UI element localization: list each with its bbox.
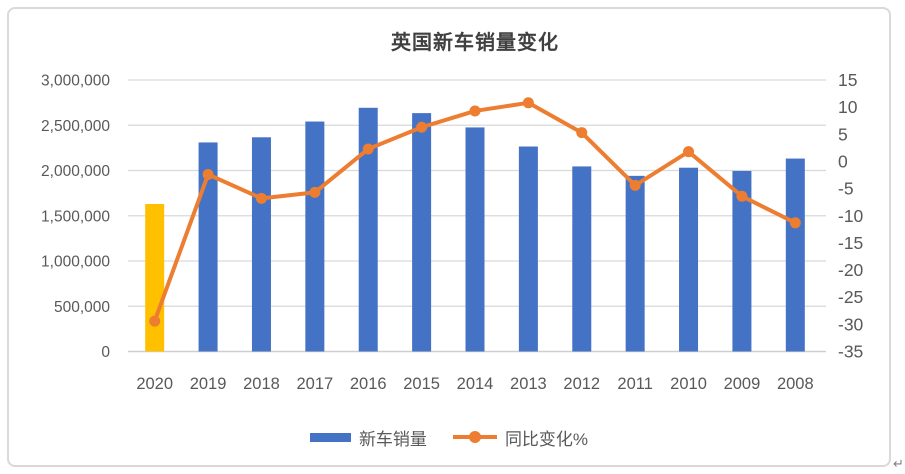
bar-2013[interactable]: [518, 146, 538, 352]
yoy-point-2008[interactable]: [789, 217, 801, 229]
right-axis-tick-label: -30: [838, 314, 864, 334]
left-axis-tick-label: 3,000,000: [41, 73, 110, 90]
x-axis-label: 2018: [243, 375, 280, 393]
yoy-point-2018[interactable]: [255, 192, 267, 204]
x-axis-label: 2009: [724, 375, 761, 393]
left-axis-tick-label: 2,500,000: [41, 118, 110, 135]
legend-label-yoy: 同比变化%: [504, 429, 589, 449]
x-axis-label: 2011: [617, 375, 652, 393]
right-axis-tick-label: -35: [838, 342, 863, 362]
right-axis-tick-label: 10: [838, 97, 858, 117]
x-axis-label: 2008: [777, 375, 814, 393]
x-axis-label: 2010: [670, 375, 707, 393]
bar-2018[interactable]: [251, 137, 271, 352]
bar-2012[interactable]: [572, 166, 592, 352]
yoy-point-2016[interactable]: [362, 143, 374, 155]
bar-2019[interactable]: [198, 142, 218, 352]
x-axis-label: 2014: [457, 375, 494, 393]
right-axis-tick-label: -20: [838, 260, 864, 280]
yoy-point-2013[interactable]: [522, 97, 534, 109]
left-axis-tick-label: 500,000: [54, 299, 110, 316]
left-axis-tick-label: 0: [101, 344, 110, 361]
right-axis-tick-label: -10: [838, 206, 864, 226]
yoy-point-2020[interactable]: [149, 315, 161, 327]
left-axis-tick-label: 1,000,000: [41, 254, 110, 271]
bar-2020[interactable]: [145, 203, 165, 352]
right-axis-tick-label: 5: [838, 124, 848, 144]
right-axis-tick-label: 15: [838, 70, 857, 90]
bar-2015[interactable]: [412, 113, 432, 352]
bar-2011[interactable]: [625, 175, 645, 352]
yoy-point-2012[interactable]: [576, 127, 588, 139]
right-axis-tick-label: -15: [838, 233, 863, 253]
yoy-point-2017[interactable]: [309, 186, 321, 198]
left-axis-tick-label: 2,000,000: [41, 163, 110, 180]
yoy-point-2010[interactable]: [683, 146, 695, 158]
right-axis-tick-label: 0: [838, 151, 848, 171]
chart-title: 英国新车销量变化: [391, 32, 559, 54]
x-axis-label: 2020: [136, 375, 173, 393]
x-axis-label: 2017: [296, 375, 333, 393]
bar-series-swatch: [309, 432, 351, 442]
yoy-point-2009[interactable]: [736, 190, 748, 202]
yoy-point-2015[interactable]: [416, 121, 428, 133]
paragraph-return-mark: ↵: [893, 456, 904, 471]
yoy-point-2014[interactable]: [469, 105, 481, 117]
x-axis-label: 2019: [190, 375, 227, 393]
yoy-point-2011[interactable]: [629, 179, 641, 191]
x-axis-label: 2016: [350, 375, 387, 393]
legend-label-sales: 新车销量: [358, 429, 427, 449]
line-series-marker: [452, 431, 497, 443]
legend-item-yoy[interactable]: 同比变化%: [452, 425, 589, 450]
bar-2017[interactable]: [305, 121, 325, 352]
bar-2008[interactable]: [785, 158, 805, 352]
x-axis-label: 2015: [403, 375, 440, 393]
bar-2016[interactable]: [358, 107, 378, 352]
chart-legend: 新车销量 同比变化%: [7, 425, 891, 450]
legend-item-sales[interactable]: 新车销量: [309, 425, 427, 450]
x-axis-label: 2012: [563, 375, 600, 393]
bar-2014[interactable]: [465, 127, 485, 352]
yoy-point-2019[interactable]: [202, 168, 214, 180]
right-axis-tick-label: -5: [838, 179, 854, 199]
left-axis-tick-label: 1,500,000: [41, 208, 110, 225]
bar-2010[interactable]: [679, 167, 699, 352]
x-axis-label: 2013: [510, 375, 547, 393]
bar-2009[interactable]: [732, 170, 752, 352]
right-axis-tick-label: -25: [838, 287, 863, 307]
